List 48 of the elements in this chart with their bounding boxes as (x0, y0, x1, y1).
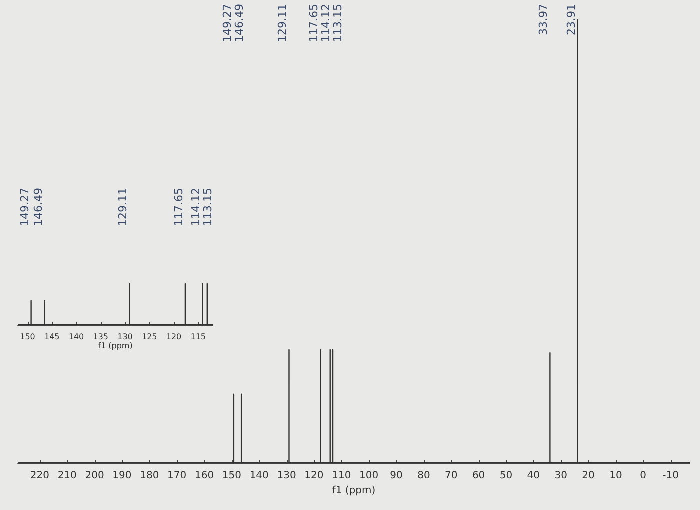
annotation: 117.65 (308, 4, 321, 42)
x-tick-label: 140 (68, 332, 84, 342)
x-tick-label: 80 (418, 470, 430, 482)
x-tick-label: 200 (85, 470, 104, 482)
x-axis-title: f1 (ppm) (98, 341, 133, 350)
annotation: 129.11 (276, 4, 290, 42)
annotation: 114.12 (320, 4, 333, 42)
x-tick-label: 0 (640, 470, 647, 482)
x-tick-label: 60 (472, 470, 486, 482)
x-tick-label: 220 (30, 470, 50, 482)
x-tick-label: 125 (142, 332, 158, 342)
annotation: 114.12 (190, 188, 203, 226)
x-tick-label: 40 (527, 470, 540, 482)
annotation: 149.27 (220, 4, 234, 42)
x-tick-label: 135 (93, 332, 109, 342)
annotation: 117.65 (172, 188, 186, 226)
annotation: 146.49 (232, 4, 246, 42)
x-tick-label: 20 (582, 470, 595, 482)
annotation: 129.11 (116, 188, 130, 226)
x-tick-label: 130 (118, 332, 133, 342)
x-tick-label: 150 (20, 332, 36, 342)
x-tick-label: 100 (360, 470, 379, 482)
x-tick-label: 140 (250, 470, 269, 482)
annotation: 146.49 (32, 188, 45, 226)
x-tick-label: 145 (44, 332, 60, 342)
annotation: 33.97 (537, 4, 550, 36)
annotation: 113.15 (202, 188, 215, 226)
x-tick-label: 110 (332, 470, 352, 482)
x-tick-label: 180 (140, 470, 160, 482)
annotation: 113.15 (332, 4, 345, 42)
x-tick-label: 10 (610, 470, 622, 482)
x-tick-label: 50 (500, 470, 513, 482)
x-axis-title: f1 (ppm) (332, 485, 376, 496)
x-tick-label: 70 (445, 470, 458, 482)
x-tick-label: 115 (190, 332, 206, 342)
x-tick-label: 160 (194, 470, 214, 482)
x-tick-label: 150 (222, 470, 242, 482)
x-tick-label: 190 (112, 470, 132, 482)
x-tick-label: 120 (304, 470, 324, 482)
annotation: 149.27 (18, 188, 32, 226)
x-tick-label: 30 (554, 470, 568, 482)
x-tick-label: 130 (277, 470, 296, 482)
x-tick-label: 210 (58, 470, 77, 482)
x-tick-label: 170 (168, 470, 187, 482)
x-tick-label: 120 (166, 332, 182, 342)
x-tick-label: -10 (662, 470, 679, 482)
x-tick-label: 90 (390, 470, 403, 482)
annotation: 23.91 (564, 4, 578, 36)
